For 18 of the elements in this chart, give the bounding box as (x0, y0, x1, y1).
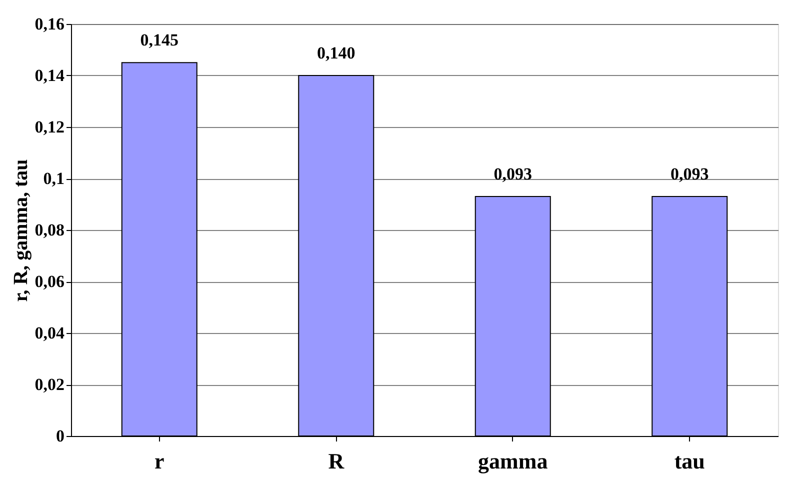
data-label: 0,093 (670, 164, 709, 184)
y-tick-label: 0,08 (34, 220, 64, 240)
y-tick-label: 0,14 (34, 66, 65, 85)
x-tick-label: r (154, 448, 164, 474)
y-tick-label: 0,04 (34, 324, 65, 342)
y-tick-label: 0,06 (34, 272, 64, 291)
x-tick-label: gamma (478, 448, 548, 474)
x-tick-label: R (328, 448, 346, 474)
data-label: 0,093 (494, 164, 532, 184)
y-tick-label: 0 (56, 426, 64, 446)
y-tick-label: 0,12 (34, 118, 64, 136)
y-tick-label: 0,1 (43, 169, 64, 188)
y-axis-title: r, R, gamma, tau (10, 159, 32, 302)
data-label: 0,140 (317, 44, 356, 62)
y-tick-label: 0,02 (34, 375, 64, 394)
x-tick-label: tau (674, 448, 705, 474)
y-tick-label: 0,16 (34, 14, 64, 34)
data-label: 0,145 (140, 30, 178, 50)
